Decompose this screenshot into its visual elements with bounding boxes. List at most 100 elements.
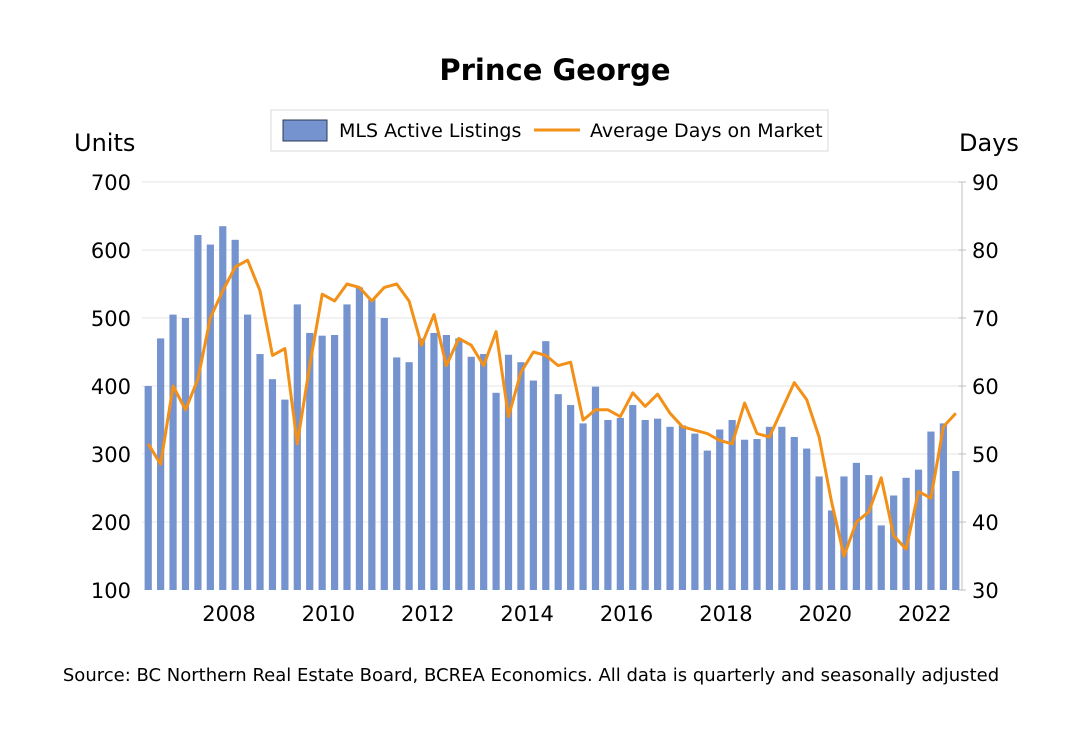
bar xyxy=(728,420,736,590)
y-left-tick-label: 200 xyxy=(91,511,131,535)
x-tick-label: 2022 xyxy=(898,602,951,626)
bar xyxy=(641,420,649,590)
bar xyxy=(206,244,214,590)
legend-swatch-bars xyxy=(282,119,328,142)
bar xyxy=(318,335,326,590)
y-right-tick-label: 70 xyxy=(972,307,999,331)
bar xyxy=(852,462,860,590)
bar xyxy=(890,495,898,590)
bar xyxy=(281,399,289,590)
bar xyxy=(293,304,301,590)
y-axis-left-ticks: 700 600 500 400 300 200 100 xyxy=(91,171,131,603)
bar xyxy=(654,418,662,590)
bar xyxy=(256,354,264,590)
bar xyxy=(244,314,252,590)
bar-series xyxy=(144,226,960,591)
bar xyxy=(778,426,786,590)
x-tick-label: 2018 xyxy=(699,602,752,626)
line-days-on-market xyxy=(146,258,957,558)
bar xyxy=(914,469,923,590)
y-right-tick-label: 40 xyxy=(972,511,999,535)
y-right-tick-label: 80 xyxy=(972,239,999,263)
y-left-tick-label: 300 xyxy=(91,443,131,467)
bar xyxy=(740,439,749,590)
bar xyxy=(840,476,848,590)
bar xyxy=(790,437,798,590)
y-left-tick-label: 500 xyxy=(91,307,131,331)
legend-label-bars: MLS Active Listings xyxy=(339,120,521,142)
bar xyxy=(169,314,177,590)
x-tick-label: 2012 xyxy=(401,602,454,626)
y-right-tick-label: 60 xyxy=(972,375,999,399)
y-right-tick-label: 90 xyxy=(972,171,999,195)
y-right-tick-label: 30 xyxy=(972,579,999,603)
bar xyxy=(542,341,550,590)
x-tick-label: 2008 xyxy=(202,602,255,626)
bar xyxy=(616,417,624,590)
bar xyxy=(268,379,277,590)
bar xyxy=(442,335,450,590)
bar xyxy=(330,335,339,590)
bar xyxy=(815,476,823,590)
bar xyxy=(554,394,562,590)
bar xyxy=(827,510,836,590)
bar xyxy=(480,354,488,590)
bar xyxy=(678,425,687,590)
y-left-tick-label: 700 xyxy=(91,171,131,195)
y-left-tick-label: 400 xyxy=(91,375,131,399)
bar xyxy=(380,318,388,590)
bar xyxy=(492,392,500,590)
bar xyxy=(393,357,401,590)
bar xyxy=(703,450,711,590)
bar xyxy=(517,362,525,590)
bar xyxy=(927,431,935,590)
bar xyxy=(691,433,699,590)
source-note: Source: BC Northern Real Estate Board, B… xyxy=(63,665,999,686)
bar xyxy=(455,338,463,590)
bar xyxy=(803,448,811,590)
bar xyxy=(865,475,873,590)
bar xyxy=(306,332,314,590)
bar xyxy=(765,426,774,590)
y-left-tick-label: 100 xyxy=(91,579,131,603)
gridlines xyxy=(142,181,962,523)
y-axis-right: 90 80 70 60 50 40 30 xyxy=(958,171,999,603)
bar xyxy=(877,525,885,590)
y-right-tick-label: 50 xyxy=(972,443,999,467)
bar xyxy=(567,405,575,590)
bar xyxy=(504,354,513,590)
bar xyxy=(343,304,351,590)
bar xyxy=(430,332,438,590)
bar xyxy=(194,235,202,591)
y-axis-right-label: Days xyxy=(959,129,1019,157)
bar xyxy=(417,338,426,590)
bar xyxy=(467,356,475,590)
bar xyxy=(181,318,190,590)
bar xyxy=(405,362,413,590)
x-tick-label: 2010 xyxy=(302,602,355,626)
legend-label-line: Average Days on Market xyxy=(590,120,823,142)
line-series xyxy=(146,258,957,558)
bar xyxy=(529,380,537,590)
bar xyxy=(355,287,364,590)
bar xyxy=(716,429,724,590)
x-tick-label: 2020 xyxy=(799,602,852,626)
y-left-tick-label: 600 xyxy=(91,239,131,263)
bar xyxy=(666,426,674,590)
bar xyxy=(753,439,761,590)
legend: MLS Active Listings Average Days on Mark… xyxy=(270,109,829,152)
x-axis-ticks: 2008 2010 2012 2014 2016 2018 2020 2022 xyxy=(202,602,951,626)
bar xyxy=(219,226,227,590)
bar xyxy=(902,477,910,590)
bar xyxy=(144,386,152,590)
bar xyxy=(368,299,376,590)
y-axis-left-label: Units xyxy=(74,129,135,157)
x-tick-label: 2016 xyxy=(600,602,653,626)
bar xyxy=(629,405,637,590)
bar xyxy=(939,423,947,590)
bar xyxy=(231,239,239,591)
chart-title: Prince George xyxy=(439,53,670,87)
bar xyxy=(579,423,587,590)
bar xyxy=(604,420,612,590)
